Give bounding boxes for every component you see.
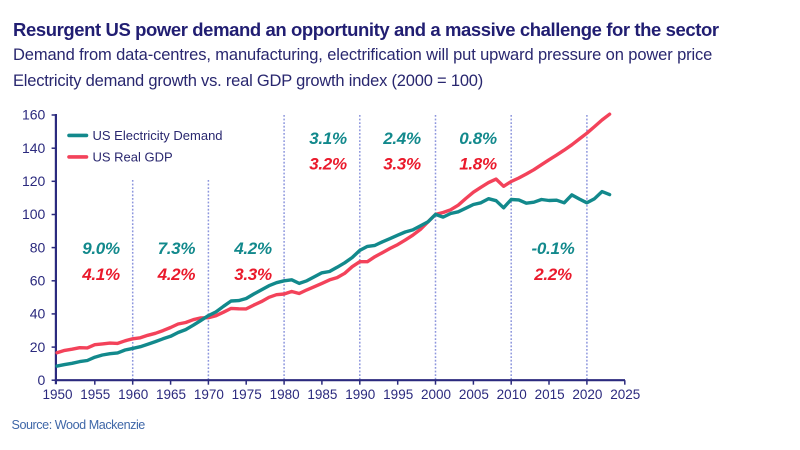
svg-text:2010: 2010 [497,387,527,402]
svg-text:1990: 1990 [345,387,375,402]
svg-text:1980: 1980 [270,387,300,402]
svg-text:1950: 1950 [42,387,72,402]
svg-text:100: 100 [22,206,46,222]
svg-text:2020: 2020 [572,387,602,402]
svg-text:2.4%: 2.4% [382,129,421,148]
svg-text:3.3%: 3.3% [383,155,421,174]
svg-text:1985: 1985 [307,387,337,402]
svg-text:US Real GDP: US Real GDP [93,150,173,165]
svg-text:120: 120 [22,173,46,189]
svg-text:60: 60 [30,273,46,289]
svg-text:-0.1%: -0.1% [532,239,575,258]
svg-text:4.2%: 4.2% [233,239,272,258]
svg-text:US Electricity Demand: US Electricity Demand [93,128,223,143]
svg-text:1970: 1970 [194,387,224,402]
svg-text:1995: 1995 [383,387,413,402]
svg-text:1960: 1960 [118,387,148,402]
svg-text:3.3%: 3.3% [234,265,272,284]
svg-text:9.0%: 9.0% [82,239,120,258]
svg-text:2.2%: 2.2% [533,265,572,284]
svg-text:1955: 1955 [80,387,110,402]
svg-text:4.2%: 4.2% [157,265,196,284]
svg-text:0.8%: 0.8% [459,129,497,148]
svg-text:2025: 2025 [610,387,640,402]
svg-text:1.8%: 1.8% [459,155,497,174]
svg-text:1965: 1965 [156,387,186,402]
svg-text:2005: 2005 [459,387,489,402]
svg-text:2000: 2000 [421,387,451,402]
svg-text:20: 20 [30,339,46,355]
svg-text:80: 80 [30,239,46,255]
svg-text:2015: 2015 [535,387,565,402]
svg-text:4.1%: 4.1% [81,265,120,284]
svg-text:3.2%: 3.2% [309,155,347,174]
svg-text:0: 0 [38,372,46,388]
svg-text:140: 140 [22,140,46,156]
svg-text:160: 160 [22,107,46,123]
svg-text:7.3%: 7.3% [158,239,196,258]
svg-text:40: 40 [30,306,46,322]
svg-text:1975: 1975 [232,387,262,402]
svg-text:3.1%: 3.1% [309,129,347,148]
